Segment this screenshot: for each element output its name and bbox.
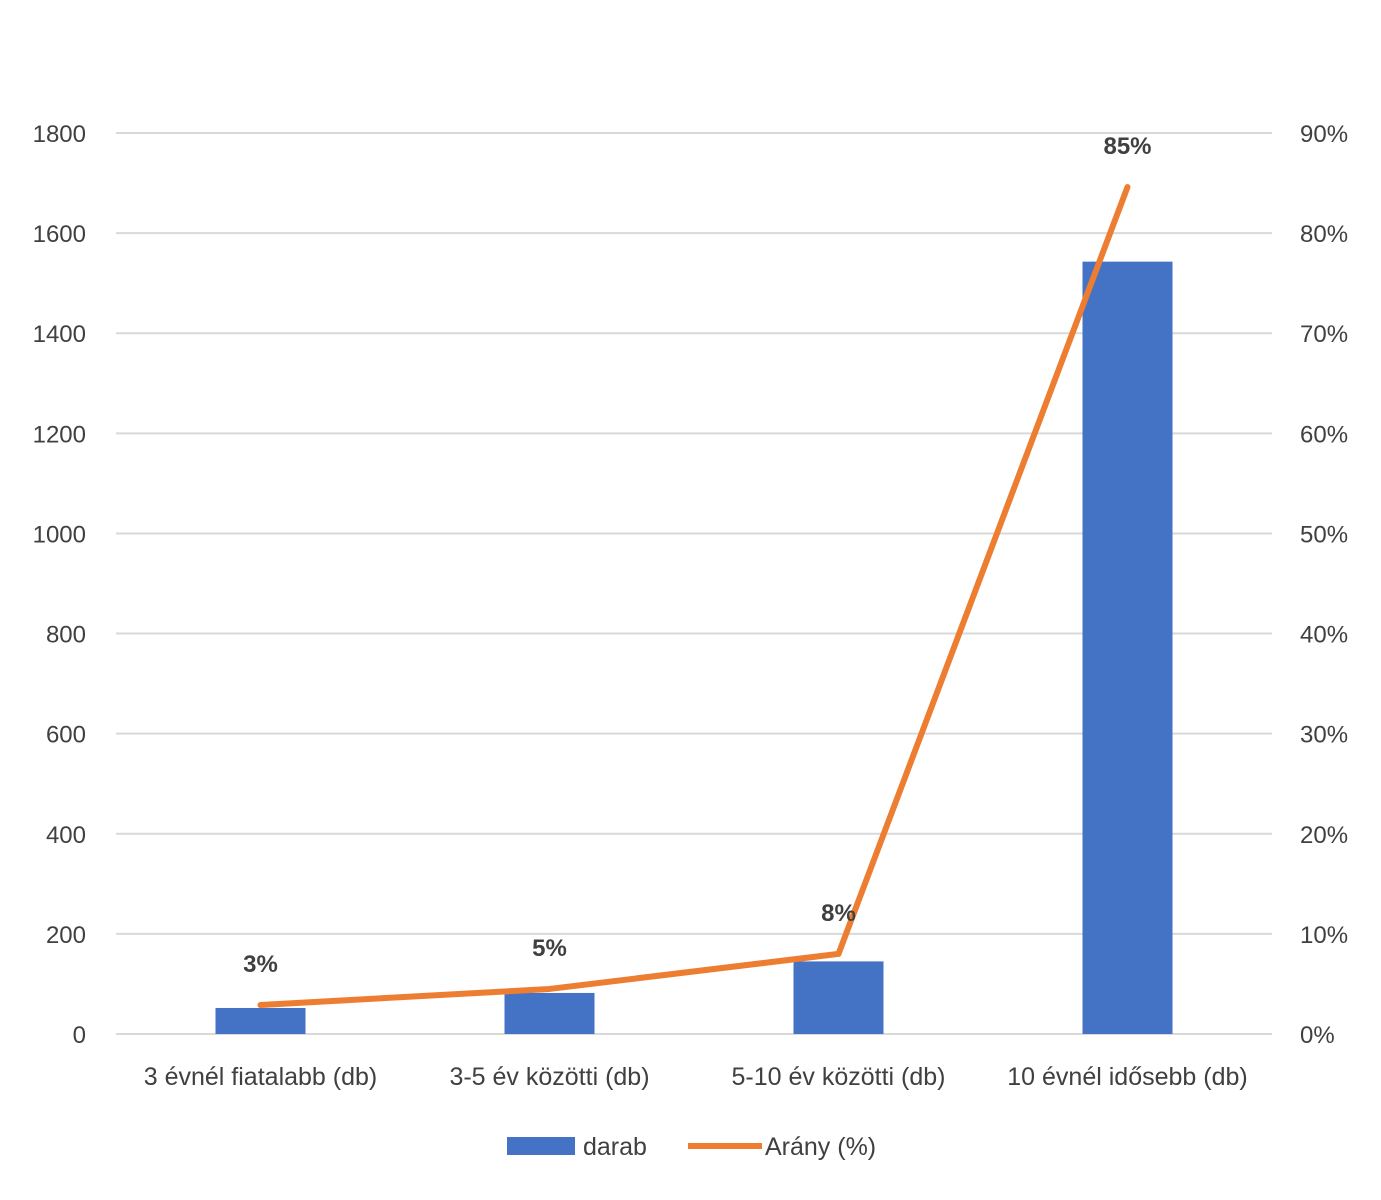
left-tick-label: 0	[73, 1022, 86, 1049]
category-label: 3 évnél fiatalabb (db)	[144, 1063, 377, 1091]
right-tick-label: 90%	[1300, 121, 1348, 148]
left-tick-label: 1400	[33, 321, 86, 348]
line-data-label: 8%	[821, 900, 856, 927]
line-data-label: 5%	[532, 935, 567, 962]
left-tick-label: 400	[46, 822, 86, 849]
right-tick-label: 20%	[1300, 822, 1348, 849]
legend: darab Arány (%)	[507, 1133, 876, 1161]
left-tick-label: 1200	[33, 421, 86, 448]
left-tick-label: 1600	[33, 221, 86, 248]
line-data-label: 85%	[1103, 133, 1151, 160]
bar	[1082, 261, 1173, 1034]
right-tick-label: 80%	[1300, 221, 1348, 248]
right-tick-label: 0%	[1300, 1022, 1335, 1049]
left-axis-ticks: 0 200 400 600 800 1000 1200 1400 1600 1800	[33, 121, 86, 1049]
right-tick-label: 70%	[1300, 321, 1348, 348]
bar	[793, 961, 884, 1034]
bar	[504, 992, 595, 1034]
right-tick-label: 30%	[1300, 722, 1348, 749]
left-tick-label: 800	[46, 622, 86, 649]
line-data-label: 3%	[243, 951, 278, 978]
category-label: 5-10 év közötti (db)	[732, 1063, 946, 1091]
legend-swatch-bar	[507, 1137, 575, 1155]
legend-label: Arány (%)	[765, 1133, 876, 1161]
right-axis-ticks: 0% 10% 20% 30% 40% 50% 60% 70% 80% 90%	[1300, 121, 1348, 1049]
category-axis-labels: 3 évnél fiatalabb (db) 3-5 év közötti (db…	[144, 1063, 1248, 1091]
right-tick-label: 40%	[1300, 622, 1348, 649]
right-tick-label: 60%	[1300, 421, 1348, 448]
left-tick-label: 600	[46, 722, 86, 749]
left-tick-label: 1000	[33, 521, 86, 548]
gridlines	[116, 132, 1272, 1035]
category-label: 10 évnél idősebb (db)	[1007, 1063, 1247, 1091]
category-label: 3-5 év közötti (db)	[449, 1063, 649, 1091]
right-tick-label: 10%	[1300, 922, 1348, 949]
line-series	[257, 184, 1131, 1008]
right-tick-label: 50%	[1300, 521, 1348, 548]
bar	[215, 1007, 306, 1034]
line-series-path	[257, 184, 1131, 1008]
data-labels: 3% 5% 8% 85%	[243, 133, 1151, 978]
bar-series	[215, 261, 1173, 1034]
left-tick-label: 1800	[33, 121, 86, 148]
legend-label: darab	[583, 1133, 647, 1161]
left-tick-label: 200	[46, 922, 86, 949]
